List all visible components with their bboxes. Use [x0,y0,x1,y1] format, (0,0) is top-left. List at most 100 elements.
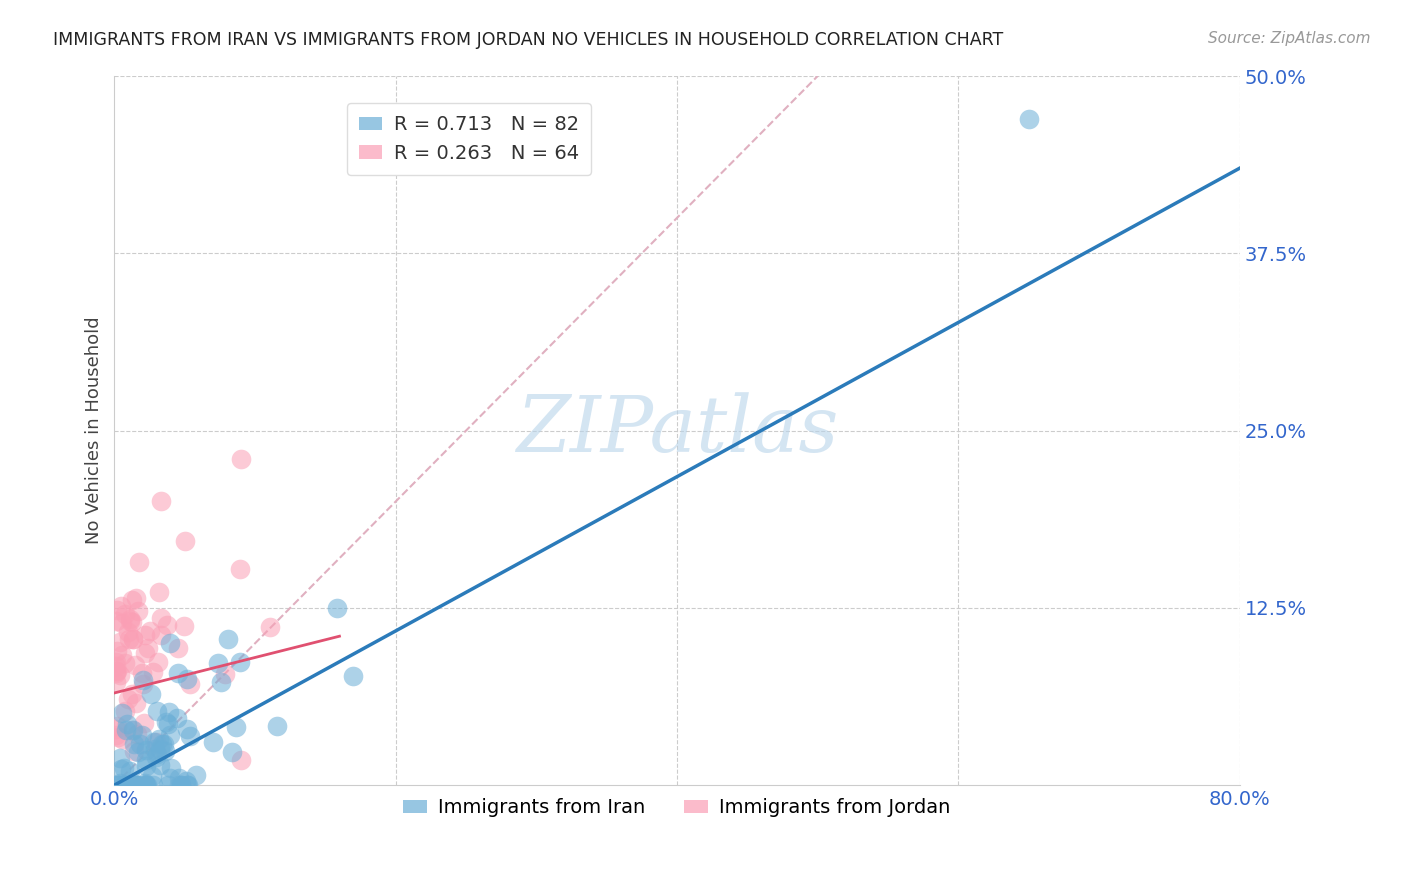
Point [114,778,136,792]
Point [135,778,157,792]
Point [141,687,163,701]
Point [131,728,153,742]
Point [121,615,143,629]
Point [104,778,127,792]
Point [118,612,141,626]
Point [127,604,149,618]
Point [150,627,173,641]
Point [145,750,167,764]
Point [173,619,195,633]
Point [111,732,134,747]
Point [229,452,252,467]
Point [174,534,197,549]
Point [124,658,146,673]
Point [228,562,250,576]
Point [124,778,146,792]
Point [104,659,127,673]
Point [149,610,172,624]
Point [170,778,193,792]
Point [146,704,169,718]
Text: Source: ZipAtlas.com: Source: ZipAtlas.com [1208,31,1371,46]
Point [148,585,170,599]
Point [143,742,166,756]
Point [127,745,149,759]
Point [118,632,141,646]
Point [155,714,177,729]
Point [156,617,179,632]
Point [134,778,156,792]
Point [145,735,167,749]
Point [325,601,347,615]
Point [201,735,224,749]
Point [141,769,163,783]
Point [104,664,127,678]
Point [131,666,153,681]
Point [159,728,181,742]
Point [134,646,156,660]
Point [114,723,136,737]
Point [142,778,165,792]
Point [105,643,128,657]
Point [125,778,148,792]
Point [169,772,191,786]
Point [266,719,288,733]
Point [156,716,179,731]
Y-axis label: No Vehicles in Household: No Vehicles in Household [86,317,103,544]
Point [120,778,142,792]
Point [114,704,136,718]
Point [114,607,136,621]
Point [128,737,150,751]
Point [142,665,165,680]
Point [148,732,170,747]
Point [179,677,201,691]
Point [135,742,157,756]
Point [176,673,198,687]
Point [209,675,232,690]
Point [132,673,155,688]
Point [107,664,129,678]
Point [136,641,159,656]
Point [104,614,127,628]
Point [166,641,188,656]
Point [107,778,129,792]
Point [104,674,127,689]
Point [167,778,190,792]
Point [107,731,129,745]
Point [108,635,131,649]
Point [125,778,148,792]
Point [125,727,148,741]
Point [111,648,134,662]
Point [112,778,135,792]
Point [179,729,201,743]
Point [214,666,236,681]
Point [159,636,181,650]
Point [342,669,364,683]
Point [121,723,143,737]
Point [112,761,135,775]
Point [166,711,188,725]
Point [149,494,172,508]
Point [110,599,132,613]
Point [132,677,155,691]
Point [225,720,247,734]
Point [142,735,165,749]
Point [134,775,156,789]
Point [259,620,281,634]
Point [231,753,253,767]
Point [117,691,139,706]
Point [117,624,139,639]
Point [207,656,229,670]
Point [217,632,239,646]
Point [110,763,132,777]
Point [114,656,136,670]
Point [174,774,197,789]
Point [118,778,141,792]
Point [115,717,138,731]
Text: ZIPatlas: ZIPatlas [516,392,838,468]
Point [120,764,142,778]
Point [111,615,134,630]
Point [159,771,181,785]
Point [105,719,128,733]
Point [134,778,156,792]
Point [184,768,207,782]
